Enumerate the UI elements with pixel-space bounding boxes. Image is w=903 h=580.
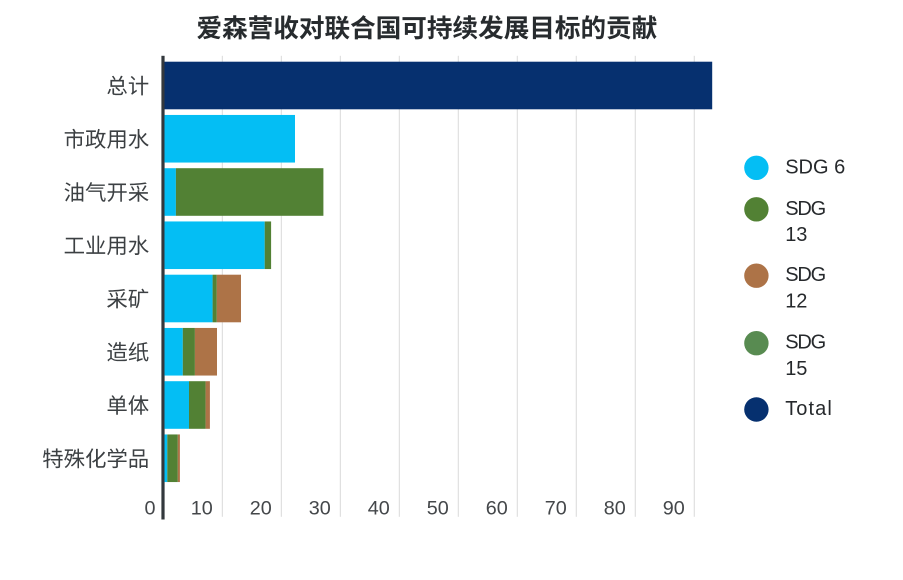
svg-text:Total: Total <box>785 398 833 420</box>
svg-text:10: 10 <box>191 497 213 519</box>
svg-text:12: 12 <box>785 290 807 312</box>
svg-text:0: 0 <box>144 497 155 519</box>
svg-text:80: 80 <box>604 497 626 519</box>
svg-text:13: 13 <box>785 224 807 246</box>
svg-text:SDG: SDG <box>785 332 825 354</box>
svg-text:70: 70 <box>545 497 567 519</box>
svg-text:40: 40 <box>368 497 390 519</box>
svg-text:SDG 6: SDG 6 <box>785 156 845 178</box>
svg-text:30: 30 <box>309 497 331 519</box>
svg-text:60: 60 <box>486 497 508 519</box>
svg-text:SDG: SDG <box>785 264 825 286</box>
svg-text:90: 90 <box>663 497 685 519</box>
svg-text:15: 15 <box>785 358 807 380</box>
svg-text:SDG: SDG <box>785 198 825 220</box>
svg-text:20: 20 <box>250 497 272 519</box>
svg-text:50: 50 <box>427 497 449 519</box>
